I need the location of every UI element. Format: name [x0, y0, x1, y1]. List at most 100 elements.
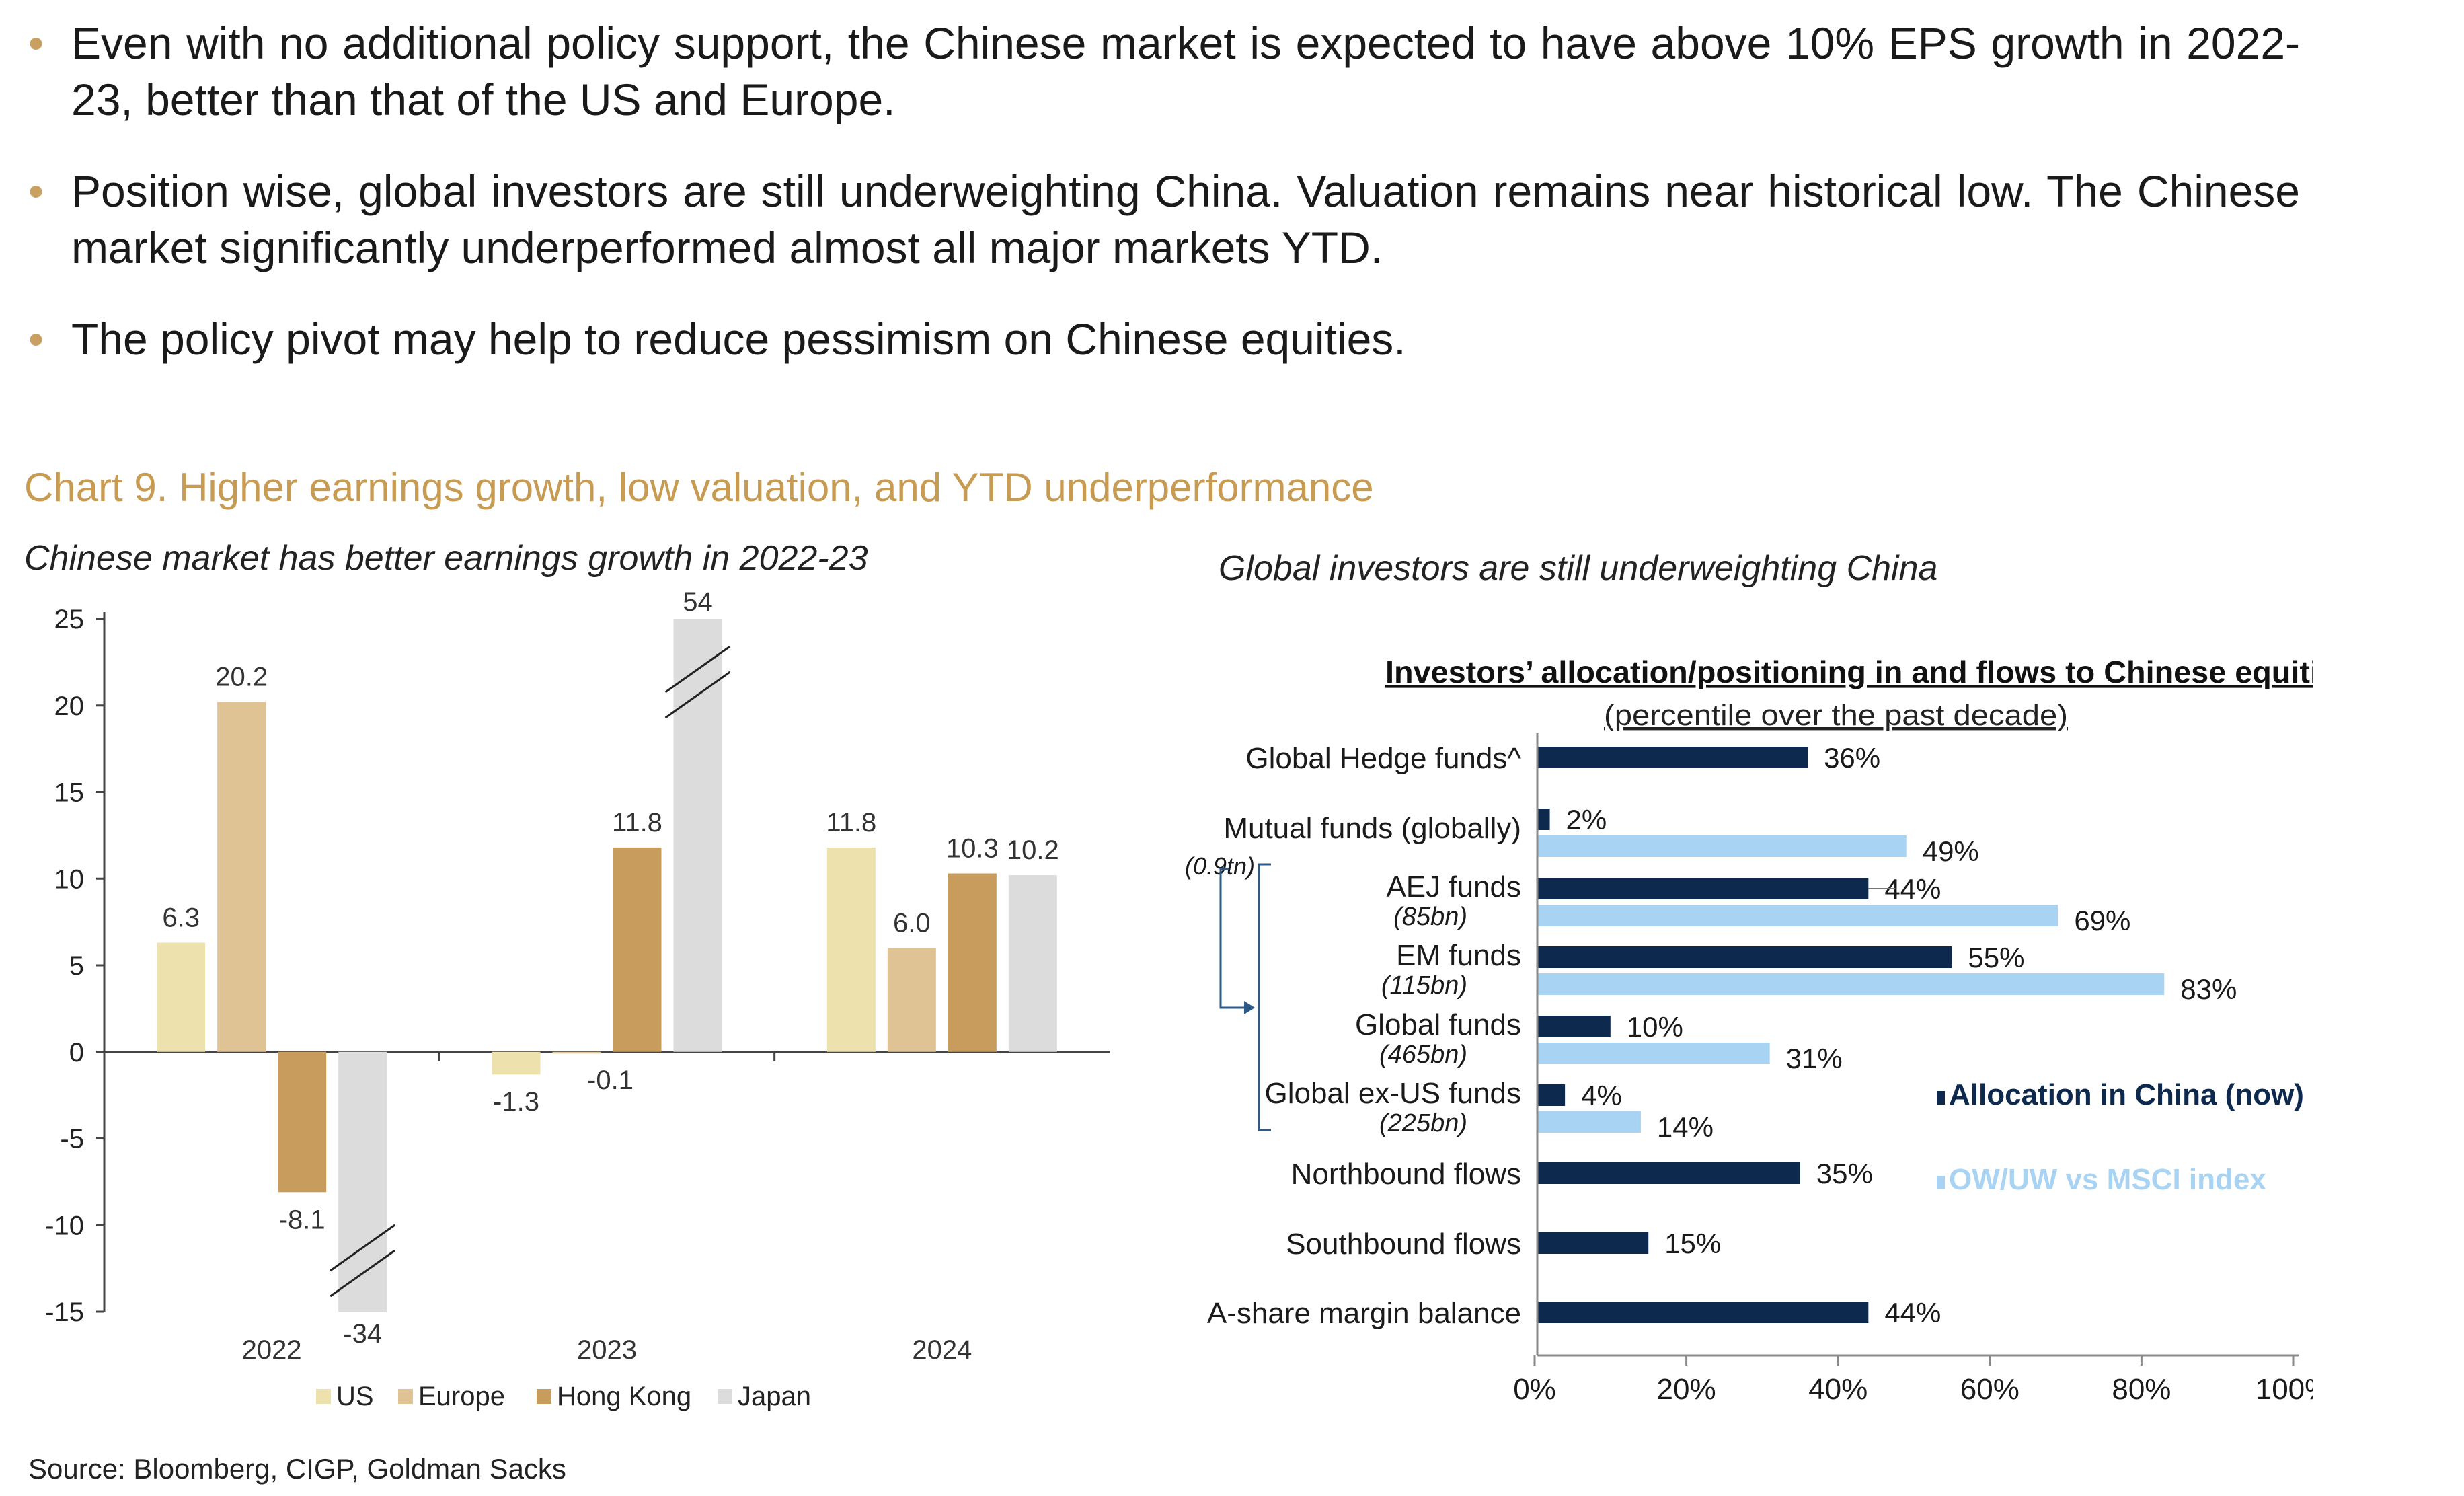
y-tick-label: 15 — [54, 778, 85, 808]
bar-ow-uw — [1537, 905, 2058, 926]
bar-us — [492, 1051, 541, 1075]
bar-allocation — [1537, 747, 1808, 768]
x-tick-label: 80% — [2112, 1373, 2171, 1406]
right-chart-subtitle: Global investors are still underweightin… — [1219, 549, 1938, 588]
data-label: 6.3 — [162, 903, 200, 933]
bar-japan — [338, 1051, 387, 1312]
category-sublabel: (465bn) — [1379, 1041, 1467, 1069]
legend-label: Allocation in China (now) — [1949, 1078, 2304, 1111]
bracket-line — [1258, 863, 1271, 1131]
y-tick-label: 25 — [54, 605, 85, 634]
chart-heading: Chart 9. Higher earnings growth, low val… — [24, 465, 1374, 510]
bar-hong-kong — [948, 873, 997, 1052]
bar-us — [826, 847, 876, 1052]
x-tick-label: 2024 — [912, 1335, 972, 1365]
legend-swatch — [1937, 1091, 1945, 1105]
bar-japan — [673, 619, 722, 1052]
left-chart-subtitle: Chinese market has better earnings growt… — [24, 539, 868, 578]
legend-swatch — [537, 1389, 551, 1404]
bullet-list: • Even with no additional policy support,… — [27, 15, 2300, 402]
ow-uw-value-label: 49% — [1923, 835, 1979, 867]
data-label: -1.3 — [493, 1087, 539, 1117]
ow-uw-value-label: 14% — [1657, 1111, 1714, 1143]
bar-ow-uw — [1537, 1111, 1641, 1133]
bar-allocation — [1537, 1302, 1869, 1323]
x-tick-label: 2022 — [242, 1335, 302, 1365]
bar-ow-uw — [1537, 973, 2165, 995]
chart-subtitle: (percentile over the past decade) — [1604, 699, 2068, 732]
bar-allocation — [1537, 1084, 1566, 1106]
allocation-value-label: 55% — [1968, 942, 2024, 973]
legend-label: Hong Kong — [557, 1382, 691, 1411]
bar-ow-uw — [1537, 1043, 1770, 1064]
bullet-text: Position wise, global investors are stil… — [71, 166, 2300, 272]
allocation-value-label: 36% — [1824, 742, 1880, 774]
allocation-value-label: 15% — [1664, 1228, 1721, 1259]
allocation-value-label: 44% — [1884, 1297, 1941, 1329]
bullet-dot-icon: • — [28, 314, 44, 364]
y-tick-label: 10 — [54, 864, 85, 894]
allocation-value-label: 35% — [1816, 1158, 1873, 1189]
chart-title: Investors’ allocation/positioning in and… — [1385, 654, 2313, 689]
bar-japan — [1008, 875, 1057, 1052]
allocation-value-label: 2% — [1566, 804, 1607, 835]
category-label: Global ex-US funds — [1264, 1077, 1521, 1110]
legend-label: Europe — [418, 1382, 505, 1411]
bar-allocation — [1537, 1232, 1649, 1254]
bullet-text: The policy pivot may help to reduce pess… — [71, 314, 1406, 364]
data-label: 6.0 — [893, 908, 931, 938]
axis-break-mark — [330, 1249, 396, 1298]
data-label: -0.1 — [587, 1065, 633, 1095]
legend-swatch — [718, 1389, 732, 1404]
category-label: AEJ funds — [1386, 870, 1521, 903]
legend-swatch — [316, 1389, 331, 1404]
bracket-arrow-line — [1219, 868, 1244, 1009]
category-label: Northbound flows — [1291, 1158, 1521, 1191]
bullet-text: Even with no additional policy support, … — [71, 18, 2300, 124]
bar-allocation — [1537, 1162, 1800, 1184]
bar-europe — [887, 948, 936, 1052]
arrow-head-icon — [1244, 1001, 1255, 1014]
source-note: Source: Bloomberg, CIGP, Goldman Sacks — [28, 1453, 566, 1485]
legend-label: US — [336, 1382, 374, 1411]
y-tick-label: -10 — [45, 1211, 84, 1240]
axis-break-mark — [664, 671, 731, 719]
bar-allocation — [1537, 809, 1550, 830]
x-tick-label: 100% — [2256, 1373, 2313, 1406]
earnings-growth-chart: 25 20 15 10 5 0 -5 -10 -15 2022 6.3 20.2 -8.1 -34 2023… — [45, 587, 1110, 1411]
category-label: Southbound flows — [1286, 1228, 1521, 1261]
ow-uw-value-label: 69% — [2074, 905, 2130, 936]
bar-europe — [217, 702, 266, 1052]
x-tick-label: 60% — [1960, 1373, 2019, 1406]
category-sublabel: (115bn) — [1381, 971, 1467, 1000]
legend-label: OW/UW vs MSCI index — [1949, 1163, 2266, 1196]
bullet-item: • Position wise, global investors are sti… — [27, 163, 2300, 276]
y-tick-label: 20 — [54, 691, 85, 721]
category-label: Global funds — [1355, 1008, 1521, 1041]
bar-hong-kong — [278, 1051, 327, 1193]
data-label: 54 — [683, 587, 713, 617]
x-tick-label: 40% — [1808, 1373, 1868, 1406]
category-sublabel: (85bn) — [1393, 903, 1467, 931]
category-label: A-share margin balance — [1207, 1297, 1521, 1330]
x-tick-label: 20% — [1657, 1373, 1716, 1406]
bar-us — [157, 942, 206, 1052]
category-label: Global Hedge funds^ — [1245, 742, 1521, 775]
x-tick-label: 2023 — [577, 1335, 637, 1365]
bar-allocation — [1537, 878, 1869, 899]
bullet-item: • Even with no additional policy support,… — [27, 15, 2300, 128]
legend-label: Japan — [738, 1382, 811, 1411]
x-tick-label: 0% — [1513, 1373, 1556, 1406]
legend-swatch — [398, 1389, 413, 1404]
bar-europe — [552, 1051, 601, 1054]
bullet-dot-icon: • — [28, 18, 44, 68]
axis-break-mark — [664, 645, 731, 694]
data-label: 20.2 — [215, 663, 268, 692]
ow-uw-value-label: 31% — [1786, 1043, 1843, 1074]
bullet-item: • The policy pivot may help to reduce pes… — [27, 311, 2300, 367]
bar-allocation — [1537, 1016, 1611, 1037]
data-label: -34 — [343, 1319, 382, 1349]
bar-ow-uw — [1537, 835, 1907, 857]
y-tick-label: 0 — [69, 1038, 84, 1068]
allocation-value-label: 10% — [1627, 1011, 1683, 1043]
